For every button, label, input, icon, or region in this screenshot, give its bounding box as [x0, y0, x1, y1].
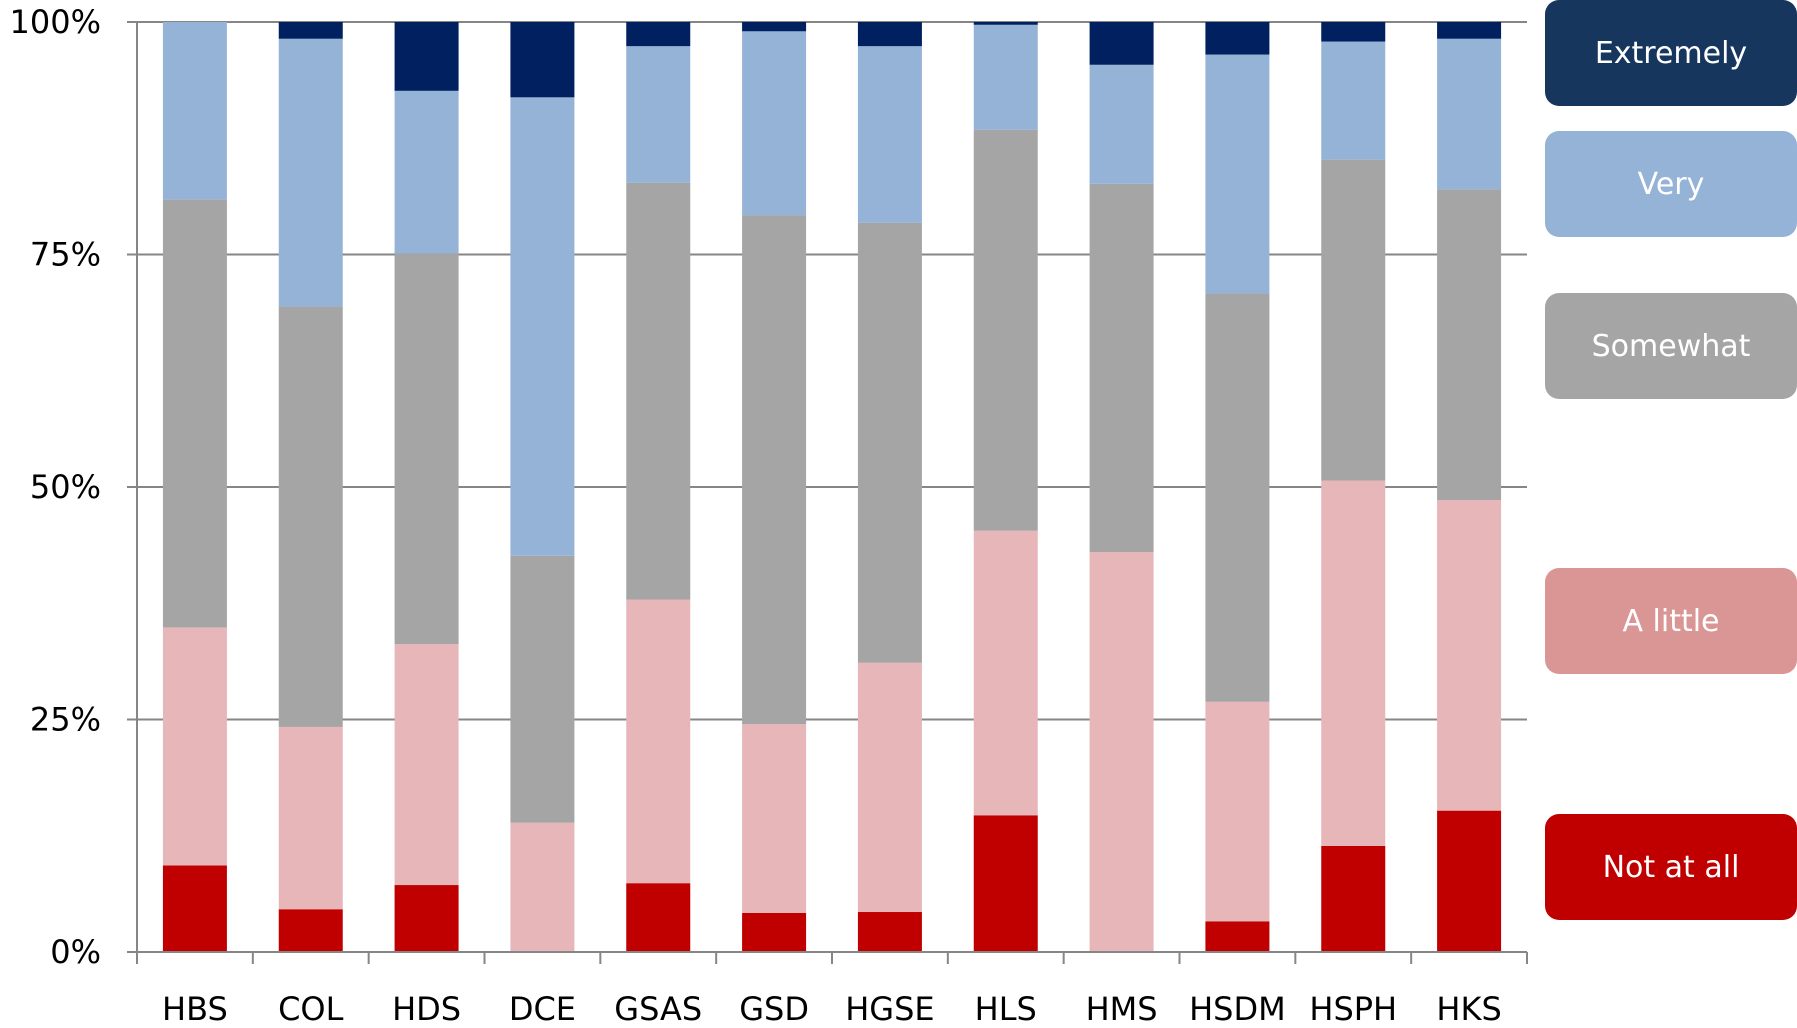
bar-segment-hsph-extremely — [1321, 22, 1386, 42]
x-tick-label: HSPH — [1309, 990, 1397, 1028]
bars — [162, 22, 1502, 952]
y-tick-label: 25% — [30, 701, 101, 739]
bar-segment-hsdm-somewhat — [1205, 293, 1270, 702]
bar-segment-hsph-very — [1321, 41, 1386, 160]
bar-segment-col-very — [278, 38, 343, 307]
y-tick-label: 0% — [50, 933, 101, 971]
legend-item-somewhat: Somewhat — [1545, 293, 1797, 399]
bar-segment-hks-somewhat — [1437, 189, 1502, 501]
bar-segment-col-a-little — [278, 726, 343, 910]
bar-segment-dce-very — [510, 97, 575, 556]
x-tick-label: GSD — [739, 990, 809, 1028]
x-tick-label: HLS — [975, 990, 1037, 1028]
bar-segment-hds-somewhat — [394, 253, 459, 645]
y-tick-label: 100% — [10, 3, 101, 41]
legend-item-a-little: A little — [1545, 568, 1797, 674]
bar-segment-hls-very — [973, 24, 1038, 130]
bar-segment-hsph-somewhat — [1321, 159, 1386, 481]
x-tick-label: COL — [278, 990, 344, 1028]
x-tick-label: DCE — [509, 990, 576, 1028]
bar-segment-hls-a-little — [973, 530, 1038, 816]
legend-label: A little — [1622, 603, 1720, 639]
bar-segment-col-extremely — [278, 22, 343, 39]
legend-item-very: Very — [1545, 131, 1797, 237]
bar-segment-hds-not-at-all — [394, 885, 459, 952]
bar-segment-hks-a-little — [1437, 500, 1502, 811]
bar-segment-hsdm-not-at-all — [1205, 921, 1270, 952]
y-axis-ticks: 0% 25% 50% 75% 100% — [10, 3, 101, 971]
bar-segment-gsas-somewhat — [626, 182, 691, 600]
bar-segment-gsas-very — [626, 46, 691, 183]
y-tick-label: 75% — [30, 236, 101, 274]
axes — [127, 21, 1528, 964]
bar-segment-col-somewhat — [278, 306, 343, 727]
bar-segment-hgse-not-at-all — [857, 912, 922, 952]
bar-segment-hbs-very — [162, 22, 227, 200]
bar-segment-hsdm-very — [1205, 54, 1270, 294]
legend-item-not-at-all: Not at all — [1545, 814, 1797, 920]
x-tick-label: HGSE — [845, 990, 934, 1028]
bar-segment-hds-extremely — [394, 22, 459, 91]
legend-label: Not at all — [1602, 849, 1740, 885]
bar-segment-hgse-a-little — [857, 662, 922, 913]
bar-segment-gsd-somewhat — [742, 215, 807, 725]
y-tick-label: 50% — [30, 468, 101, 506]
bar-segment-hgse-extremely — [857, 22, 922, 47]
legend-label: Somewhat — [1591, 328, 1751, 364]
bar-segment-hms-extremely — [1089, 22, 1154, 65]
bar-segment-hks-very — [1437, 38, 1502, 190]
bar-segment-dce-extremely — [510, 22, 575, 98]
x-tick-label: GSAS — [614, 990, 702, 1028]
bar-segment-gsd-not-at-all — [742, 912, 807, 952]
bar-segment-hks-extremely — [1437, 22, 1502, 39]
bar-segment-gsas-not-at-all — [626, 883, 691, 952]
legend-label: Extremely — [1594, 35, 1748, 71]
bar-segment-gsd-very — [742, 31, 807, 216]
bar-segment-hds-a-little — [394, 644, 459, 886]
x-tick-label: HMS — [1086, 990, 1158, 1028]
bar-segment-col-not-at-all — [278, 909, 343, 952]
bar-segment-hsph-a-little — [1321, 480, 1386, 846]
bar-segment-dce-a-little — [510, 822, 575, 952]
bar-segment-dce-somewhat — [510, 555, 575, 823]
bar-segment-gsd-extremely — [742, 22, 807, 32]
bar-segment-hms-somewhat — [1089, 183, 1154, 553]
x-axis-ticks: HBS COL HDS DCE GSAS GSD HGSE HLS HMS HSDM HSPH HKS — [162, 990, 1502, 1028]
legend-item-extremely: Extremely — [1545, 0, 1797, 106]
bar-segment-hms-very — [1089, 64, 1154, 184]
x-tick-label: HBS — [162, 990, 228, 1028]
bar-segment-gsas-extremely — [626, 22, 691, 47]
bar-segment-hbs-a-little — [162, 627, 227, 866]
bar-segment-hgse-somewhat — [857, 222, 922, 663]
bar-segment-hls-not-at-all — [973, 815, 1038, 952]
bar-segment-hsdm-extremely — [1205, 22, 1270, 55]
bar-segment-hls-somewhat — [973, 129, 1038, 531]
bar-segment-hds-very — [394, 90, 459, 254]
bar-segment-hbs-somewhat — [162, 199, 227, 628]
x-tick-label: HKS — [1436, 990, 1501, 1028]
bar-segment-hgse-very — [857, 46, 922, 223]
bar-segment-hbs-not-at-all — [162, 865, 227, 952]
x-tick-label: HDS — [392, 990, 461, 1028]
bar-segment-hks-not-at-all — [1437, 810, 1502, 952]
bar-segment-hls-extremely — [973, 22, 1038, 25]
bar-segment-hms-a-little — [1089, 552, 1154, 952]
bar-segment-gsd-a-little — [742, 724, 807, 913]
bar-segment-gsas-a-little — [626, 599, 691, 884]
legend-label: Very — [1637, 166, 1705, 202]
bar-segment-hsph-not-at-all — [1321, 845, 1386, 952]
gridlines — [137, 21, 1527, 721]
x-tick-label: HSDM — [1189, 990, 1286, 1028]
bar-segment-hsdm-a-little — [1205, 701, 1270, 922]
